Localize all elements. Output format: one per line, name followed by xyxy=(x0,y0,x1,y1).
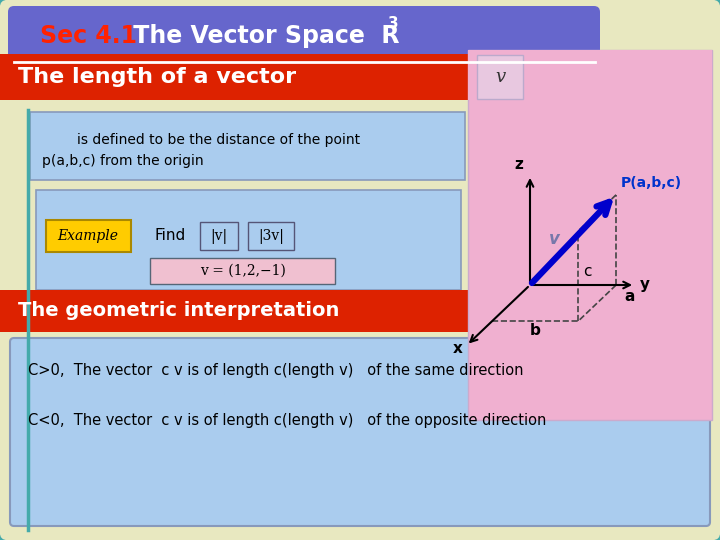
Text: The length of a vector: The length of a vector xyxy=(18,67,296,87)
Bar xyxy=(30,112,465,180)
Text: The Vector Space  R: The Vector Space R xyxy=(125,24,400,48)
FancyBboxPatch shape xyxy=(10,338,710,526)
Bar xyxy=(468,50,712,420)
Text: p(a,b,c) from the origin: p(a,b,c) from the origin xyxy=(42,154,204,168)
Text: v = (1,2,−1): v = (1,2,−1) xyxy=(200,264,286,278)
Text: Sec 4.1: Sec 4.1 xyxy=(40,24,137,48)
Bar xyxy=(0,54,475,100)
Bar xyxy=(468,50,712,100)
Bar xyxy=(0,290,475,332)
Text: b: b xyxy=(530,323,541,338)
Bar xyxy=(46,220,131,252)
Text: c: c xyxy=(583,264,592,279)
Bar xyxy=(150,258,335,284)
Bar xyxy=(477,55,523,99)
Text: v: v xyxy=(495,68,505,86)
Text: is defined to be the distance of the point: is defined to be the distance of the poi… xyxy=(42,133,360,147)
Text: a: a xyxy=(624,289,634,304)
Text: C<0,  The vector  c v is of length c(length v)   of the opposite direction: C<0, The vector c v is of length c(lengt… xyxy=(28,413,546,428)
Bar xyxy=(248,222,294,250)
Text: y: y xyxy=(640,277,650,292)
Text: C>0,  The vector  c v is of length c(length v)   of the same direction: C>0, The vector c v is of length c(lengt… xyxy=(28,362,523,377)
Text: The geometric interpretation: The geometric interpretation xyxy=(18,301,339,321)
Bar xyxy=(200,222,238,250)
Text: Example: Example xyxy=(58,229,119,243)
Text: |v|: |v| xyxy=(210,228,228,244)
Text: x: x xyxy=(453,341,462,356)
Text: 3: 3 xyxy=(388,17,399,31)
Text: z: z xyxy=(514,157,523,172)
Text: Find: Find xyxy=(155,228,186,244)
Bar xyxy=(36,190,461,290)
FancyBboxPatch shape xyxy=(8,6,600,66)
Text: v: v xyxy=(549,231,559,248)
Text: |3v|: |3v| xyxy=(258,228,284,244)
Text: P(a,b,c): P(a,b,c) xyxy=(621,176,683,190)
